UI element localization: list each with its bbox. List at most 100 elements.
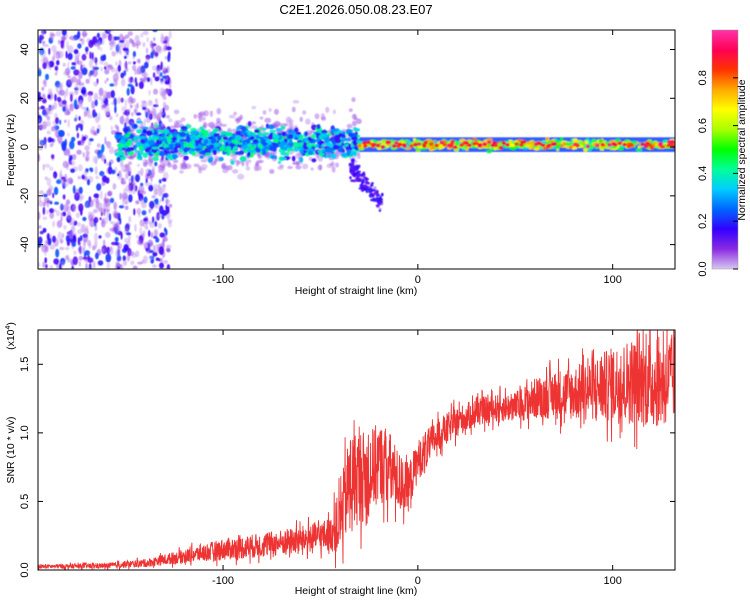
heatmap-cell bbox=[269, 169, 275, 174]
heatmap-cell bbox=[125, 40, 130, 49]
heatmap-cell bbox=[277, 132, 283, 136]
heatmap-cell bbox=[224, 141, 229, 147]
heatmap-cell bbox=[464, 141, 469, 145]
heatmap-cell bbox=[127, 131, 131, 135]
heatmap-cell bbox=[92, 65, 95, 74]
heatmap-cell bbox=[60, 212, 64, 217]
colorbar-ticks: 0.0 0.2 0.4 0.6 0.8 bbox=[697, 70, 738, 277]
heatmap-cell bbox=[125, 140, 132, 147]
heatmap-cell bbox=[166, 153, 171, 159]
heatmap-cell bbox=[70, 218, 76, 226]
heatmap-cell bbox=[467, 143, 472, 148]
heatmap-cell bbox=[197, 165, 202, 171]
heatmap-cell bbox=[172, 163, 177, 170]
colorbar-tick-label: 0.8 bbox=[697, 70, 709, 85]
heatmap-cell bbox=[98, 235, 102, 239]
heatmap-cell bbox=[42, 216, 48, 220]
heatmap-cell bbox=[135, 234, 139, 239]
heatmap-cell bbox=[45, 120, 52, 127]
heatmap-cell bbox=[104, 158, 107, 164]
heatmap-cell bbox=[164, 227, 167, 233]
heatmap-cell bbox=[208, 144, 214, 149]
heatmap-cell bbox=[180, 117, 186, 122]
heatmap-cell bbox=[635, 148, 643, 152]
heatmap-cell bbox=[79, 197, 83, 202]
heatmap-cell bbox=[220, 123, 228, 127]
heatmap-cell bbox=[533, 147, 540, 151]
snr-multiplier-exp: 4 bbox=[5, 325, 12, 329]
heatmap-cell bbox=[363, 176, 367, 180]
heatmap-cell bbox=[77, 175, 82, 180]
heatmap-cell bbox=[318, 145, 322, 149]
heatmap-cell bbox=[236, 126, 240, 132]
heatmap-cell bbox=[97, 42, 101, 50]
heatmap-cell bbox=[168, 221, 172, 228]
heatmap-cell bbox=[310, 167, 314, 171]
heatmap-cell bbox=[79, 99, 84, 107]
heatmap-cell bbox=[214, 159, 218, 164]
heatmap-cell bbox=[291, 106, 296, 113]
colorbar-tick-label: 0.6 bbox=[697, 118, 709, 133]
heatmap-cell bbox=[55, 248, 60, 258]
heatmap-cell bbox=[102, 90, 108, 100]
heatmap-cell bbox=[112, 221, 116, 227]
heatmap-cell bbox=[128, 155, 135, 160]
heatmap-cell bbox=[316, 124, 321, 130]
heatmap-cell bbox=[191, 135, 196, 140]
heatmap-cell bbox=[133, 208, 136, 216]
heatmap-cell bbox=[233, 111, 237, 116]
heatmap-cell bbox=[127, 83, 133, 88]
spectrogram-xlabel: Height of straight line (km) bbox=[295, 285, 418, 297]
heatmap-cell bbox=[117, 96, 121, 104]
heatmap-cell bbox=[381, 139, 387, 143]
spectrogram-ytick-label: 40 bbox=[19, 43, 31, 55]
spectrogram-x-axis: -100 0 100 bbox=[212, 30, 622, 286]
heatmap-cell bbox=[101, 248, 105, 253]
heatmap-cell bbox=[173, 109, 180, 115]
heatmap-cell bbox=[159, 80, 165, 85]
heatmap-cell bbox=[162, 75, 168, 79]
heatmap-cell bbox=[303, 137, 308, 143]
heatmap-cell bbox=[105, 231, 111, 238]
heatmap-cell bbox=[141, 126, 149, 130]
heatmap-cell bbox=[302, 110, 307, 115]
heatmap-cell bbox=[109, 115, 113, 121]
heatmap-cell bbox=[95, 60, 98, 66]
heatmap-cell bbox=[88, 199, 94, 208]
heatmap-cell bbox=[152, 252, 158, 257]
heatmap-cell bbox=[140, 100, 147, 104]
heatmap-cell bbox=[41, 86, 45, 91]
heatmap-cell bbox=[363, 144, 368, 148]
heatmap-cell bbox=[415, 148, 421, 153]
heatmap-cell bbox=[207, 157, 213, 163]
heatmap-cell bbox=[142, 30, 149, 36]
heatmap-cell bbox=[73, 49, 79, 55]
heatmap-cell bbox=[144, 61, 149, 69]
heatmap-cell bbox=[166, 65, 170, 74]
heatmap-cell bbox=[67, 119, 70, 128]
heatmap-cell bbox=[164, 80, 170, 85]
heatmap-cell bbox=[159, 87, 165, 97]
heatmap-cell bbox=[91, 100, 96, 109]
heatmap-cell bbox=[265, 146, 270, 151]
heatmap-cell bbox=[67, 177, 74, 185]
heatmap-cell bbox=[371, 182, 374, 185]
heatmap-cell bbox=[370, 193, 374, 197]
heatmap-cell bbox=[218, 156, 224, 162]
heatmap-cell bbox=[97, 260, 104, 266]
heatmap-cell bbox=[351, 137, 356, 141]
heatmap-cell bbox=[558, 139, 562, 144]
heatmap-cell bbox=[74, 55, 78, 65]
heatmap-cell bbox=[110, 130, 117, 135]
heatmap-cell bbox=[55, 210, 60, 217]
heatmap-cell bbox=[129, 104, 133, 108]
heatmap-cell bbox=[93, 216, 99, 224]
heatmap-cell bbox=[640, 142, 645, 146]
heatmap-cell bbox=[84, 154, 90, 162]
heatmap-cell bbox=[136, 163, 140, 167]
heatmap-cell bbox=[141, 79, 146, 83]
heatmap-cell bbox=[71, 136, 76, 142]
heatmap-cell bbox=[107, 191, 112, 197]
heatmap-cell bbox=[191, 147, 197, 152]
